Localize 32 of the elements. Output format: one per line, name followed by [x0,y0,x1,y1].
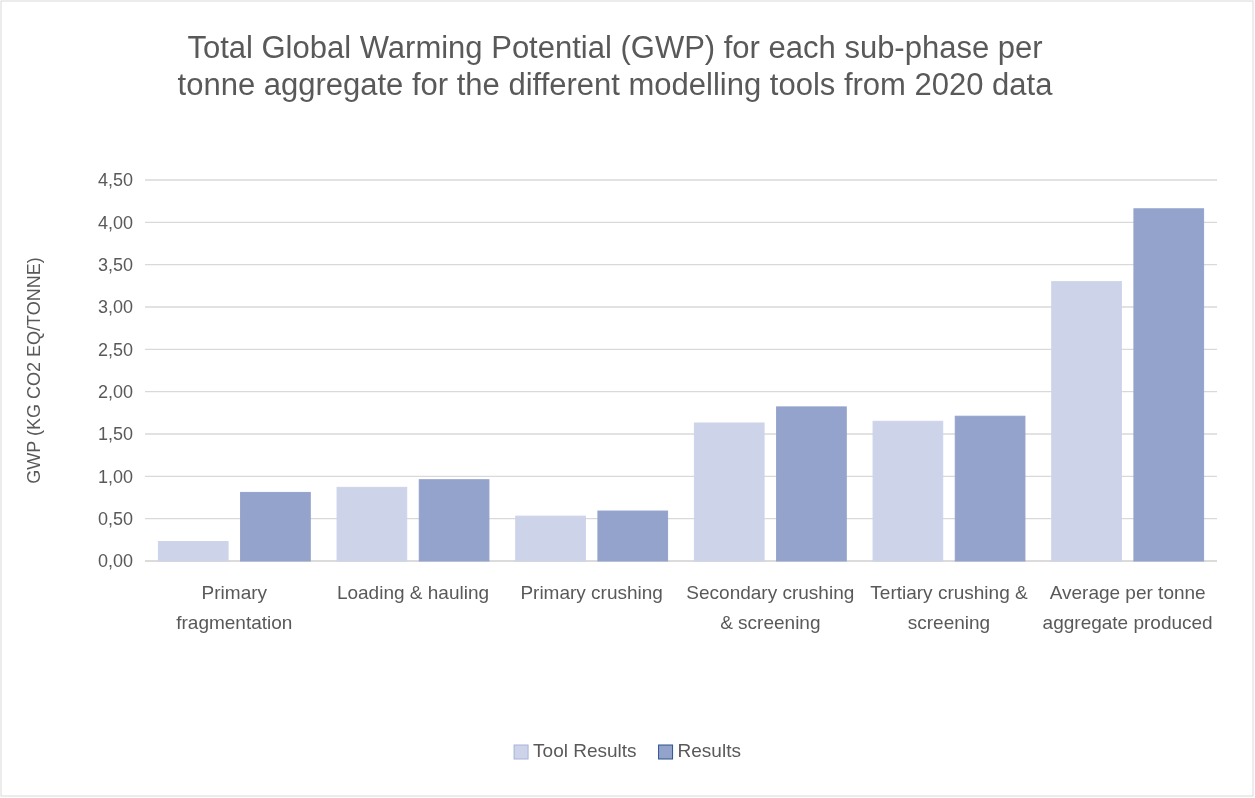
y-axis-title: GWP (KG CO2 EQ/TONNE) [24,257,44,484]
y-tick-label: 1,50 [97,424,133,445]
bar [597,510,669,562]
y-tick-label: 4,00 [97,212,133,233]
y-tick-label: 4,50 [97,170,133,191]
bar [954,415,1026,562]
bar [1133,208,1205,562]
x-tick-label: Primary fragmentation [176,582,293,633]
bar [872,420,944,562]
y-tick-label: 0,50 [97,508,133,529]
y-tick-label: 3,50 [97,254,133,275]
y-tick-label: 3,00 [97,297,133,318]
legend-label: Tool Results [533,740,637,761]
bar [418,479,490,562]
x-tick-label: Primary crushing [520,582,663,603]
legend-label: Results [677,740,741,761]
bar [515,515,586,562]
y-tick-label: 2,00 [97,381,133,402]
x-tick-label: Secondary crushing & screening [686,582,855,633]
bar [693,422,765,562]
y-tick-label: 2,50 [97,339,133,360]
bar [776,406,847,562]
bar [336,486,408,562]
bar [1051,281,1122,562]
chart-title: Total Global Warming Potential (GWP) for each sub-phase per tonne aggregate for the different modelling tools from 2020 data [177,30,1054,102]
x-tick-label: Tertiary crushing & screening [870,582,1028,633]
y-tick-label: 1,00 [97,466,133,487]
x-tick-label: Average per tonne aggregate produced [1042,582,1213,633]
bar [240,491,311,562]
x-tick-label: Loading & hauling [336,582,490,603]
y-tick-label: 0,00 [97,551,133,572]
bar [157,541,229,562]
